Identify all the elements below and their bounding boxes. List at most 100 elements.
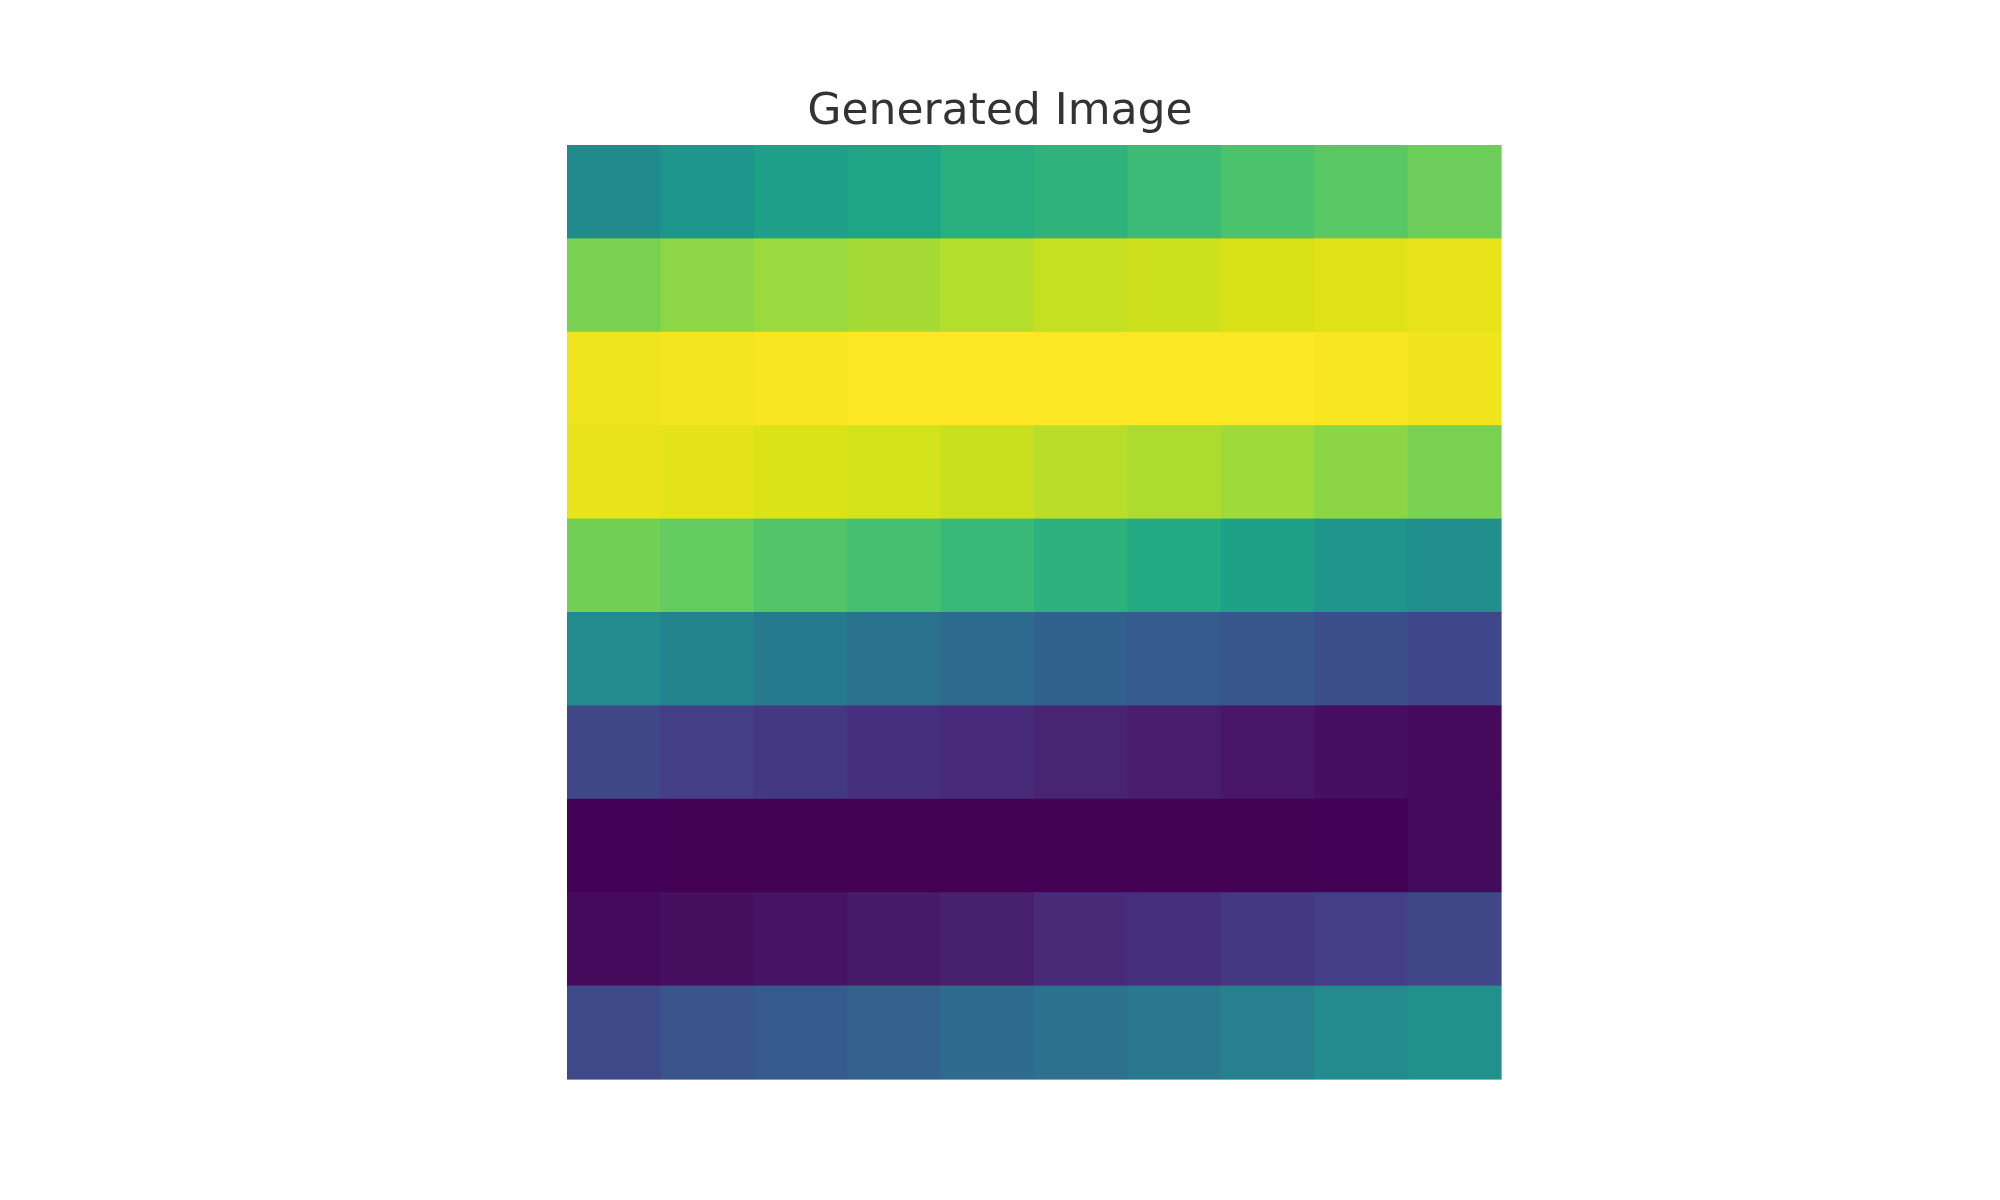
heatmap-cell [567,425,661,520]
heatmap-cell [847,145,942,239]
heatmap-cell [1034,518,1128,613]
heatmap-cell [660,518,755,613]
heatmap-cell [1127,892,1222,987]
heatmap-cell [660,612,755,706]
heatmap-cell [567,331,661,426]
heatmap-cell [1034,238,1128,333]
heatmap-cell [940,331,1035,426]
heatmap-cell [1034,985,1128,1080]
heatmap-cell [1407,985,1502,1080]
chart-title: Generated Image [807,84,1193,135]
heatmap-cell [567,145,661,239]
heatmap-cell [1127,798,1222,893]
heatmap-cell [1314,612,1409,706]
heatmap-cell [1220,331,1315,426]
heatmap-cell [1407,892,1502,987]
heatmap-cell [1034,425,1128,520]
heatmap-cell [660,238,755,333]
heatmap-cell [940,238,1035,333]
heatmap-cell [847,238,942,333]
heatmap-cell [1314,238,1409,333]
heatmap-cell [940,985,1035,1080]
heatmap-cell [1314,518,1409,613]
heatmap-cell [1127,238,1222,333]
heatmap-cell [660,425,755,520]
heatmap-cell [940,612,1035,706]
heatmap-cell [660,985,755,1080]
heatmap-cell [567,612,661,706]
heatmap-cell [1127,985,1222,1080]
heatmap-cell [847,705,942,800]
heatmap-cell [940,705,1035,800]
heatmap-cell [753,331,848,426]
heatmap-cell [1407,331,1502,426]
heatmap-cell [567,798,661,893]
heatmap-cell [940,425,1035,520]
heatmap-cell [1220,238,1315,333]
heatmap-cell [1034,612,1128,706]
heatmap-cell [1220,798,1315,893]
heatmap-cell [1127,705,1222,800]
heatmap-cell [660,705,755,800]
heatmap-cell [753,798,848,893]
heatmap-cell [847,612,942,706]
heatmap-cell [1220,985,1315,1080]
heatmap-cell [753,238,848,333]
heatmap-cell [753,705,848,800]
heatmap-cell [753,518,848,613]
heatmap-cell [567,518,661,613]
heatmap-cell [1220,612,1315,706]
heatmap-cell [847,985,942,1080]
heatmap-cell [1407,612,1502,706]
heatmap-cell [1127,612,1222,706]
heatmap-cell [660,331,755,426]
heatmap-cell [1407,145,1502,239]
heatmap-cell [1407,798,1502,893]
heatmap-cell [660,892,755,987]
heatmap-cell [567,985,661,1080]
heatmap-cell [1220,425,1315,520]
heatmap-cell [1314,985,1409,1080]
heatmap-cell [1034,145,1128,239]
heatmap-cell [753,145,848,239]
heatmap-cell [753,985,848,1080]
heatmap-cell [1127,425,1222,520]
heatmap-cell [660,798,755,893]
heatmap-cell [1127,331,1222,426]
heatmap-cell [847,892,942,987]
heatmap-cell [753,425,848,520]
heatmap-cell [1314,425,1409,520]
heatmap-cell [1127,145,1222,239]
heatmap-cell [1407,705,1502,800]
heatmap-cell [753,612,848,706]
heatmap-cell [940,145,1035,239]
heatmap-cell [1314,798,1409,893]
heatmap-cell [1314,331,1409,426]
heatmap-cell [1034,705,1128,800]
heatmap-cell [847,425,942,520]
heatmap-cell [1407,518,1502,613]
heatmap-cell [1314,145,1409,239]
heatmap-cell [1034,331,1128,426]
heatmap-cell [567,238,661,333]
heatmap-cell [567,705,661,800]
heatmap-cell [940,518,1035,613]
heatmap-cell [753,892,848,987]
heatmap-cell [1407,425,1502,520]
heatmap-cell [1034,892,1128,987]
heatmap-cell [1220,892,1315,987]
heatmap-cell [660,145,755,239]
heatmap-cell [847,331,942,426]
heatmap-cell [567,892,661,987]
heatmap-cell [1220,705,1315,800]
heatmap-cell [940,798,1035,893]
heatmap-cell [1034,798,1128,893]
heatmap-cell [1407,238,1502,333]
heatmap-cell [1220,145,1315,239]
heatmap-cell [1220,518,1315,613]
heatmap-cell [847,518,942,613]
heatmap-cell [940,892,1035,987]
heatmap-cell [1127,518,1222,613]
heatmap-cell [1314,892,1409,987]
